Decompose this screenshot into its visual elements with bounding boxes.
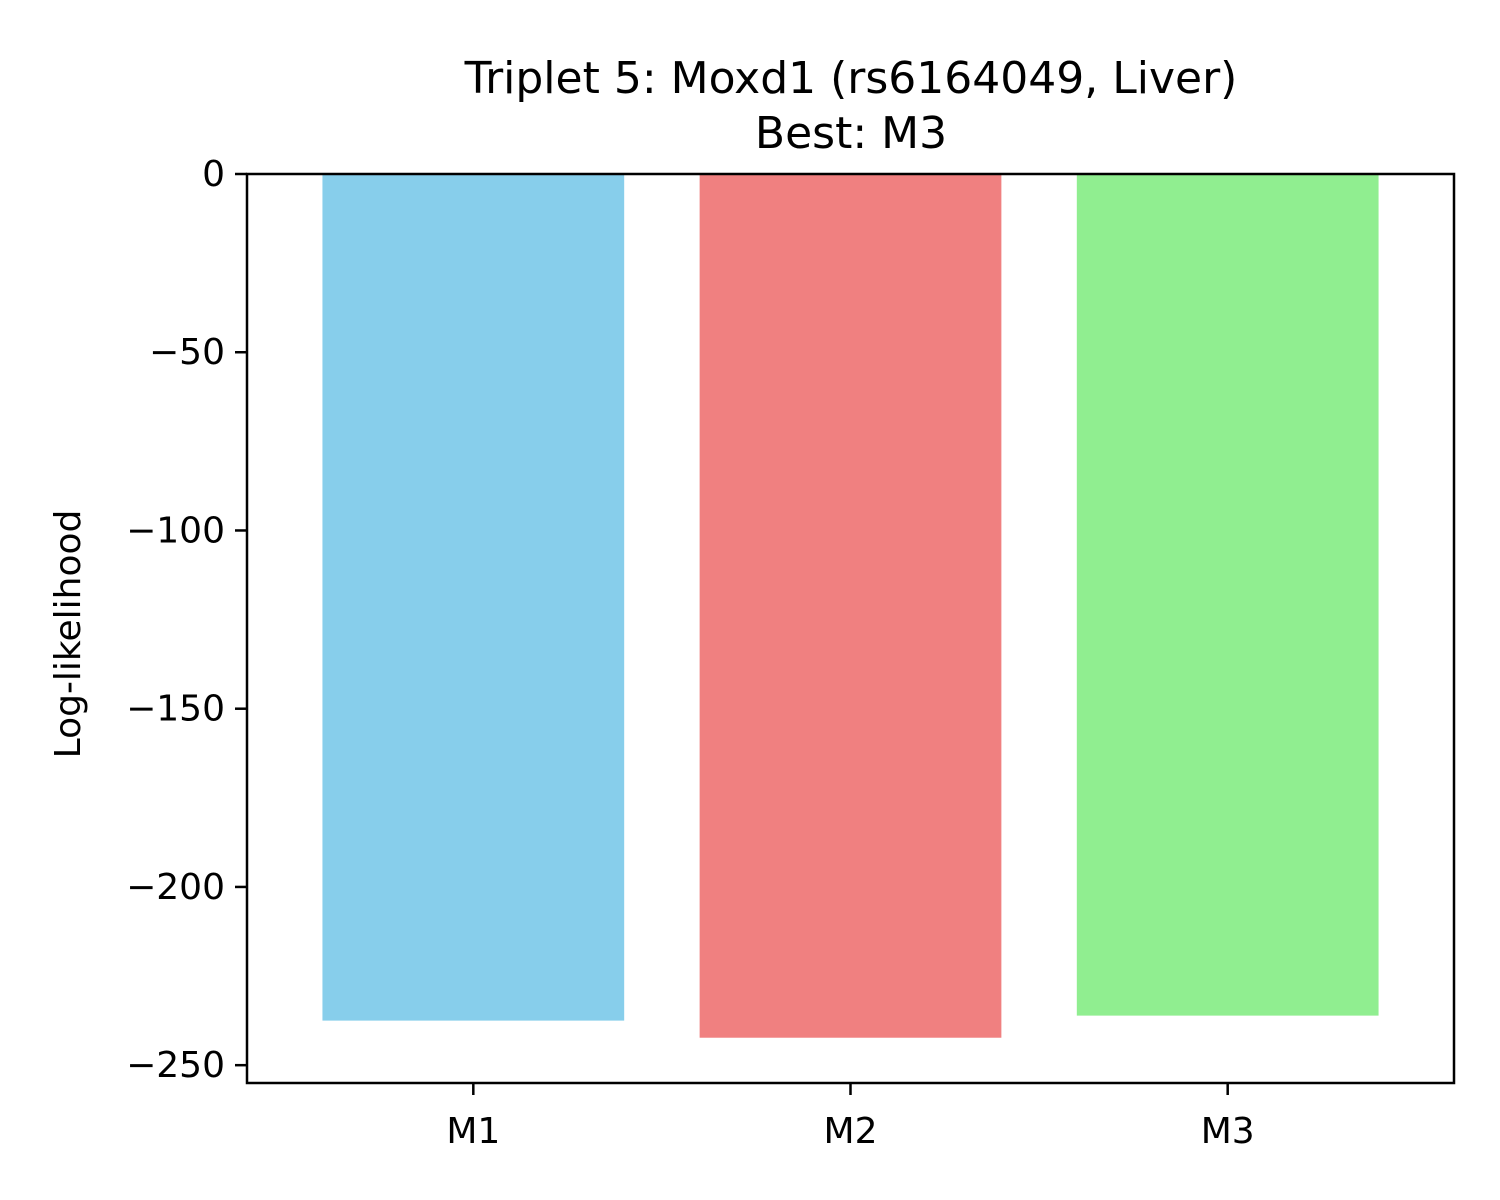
x-tick-label: M3 — [1201, 1111, 1255, 1152]
plot-frame — [245, 172, 1456, 1085]
y-axis: 0 −50 −100 −150 −200 −250 — [126, 154, 247, 1086]
y-tick-label: −200 — [126, 867, 225, 908]
bar-m2 — [699, 174, 1002, 1038]
chart-subtitle: Best: M3 — [755, 108, 947, 159]
bars-group — [322, 174, 1379, 1038]
y-axis-label: Log-likelihood — [48, 510, 89, 759]
x-tick-label: M2 — [824, 1111, 878, 1152]
y-tick-label: −50 — [149, 332, 225, 373]
y-tick-label: −100 — [126, 510, 225, 551]
y-tick-label: −250 — [126, 1045, 225, 1086]
bar-m3 — [1076, 174, 1379, 1016]
x-tick-label: M1 — [446, 1111, 500, 1152]
bar-m1 — [322, 174, 625, 1021]
x-axis: M1 M2 M3 — [446, 1083, 1255, 1152]
y-tick-label: −150 — [126, 689, 225, 730]
chart-title: Triplet 5: Moxd1 (rs6164049, Liver) — [464, 53, 1238, 104]
y-tick-label: 0 — [202, 154, 225, 195]
